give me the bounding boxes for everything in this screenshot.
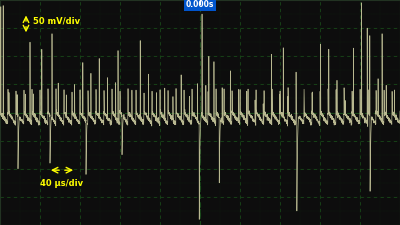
Text: 50 mV/div: 50 mV/div xyxy=(33,17,80,26)
Text: 0.000s: 0.000s xyxy=(186,0,214,9)
Text: 40 μs/div: 40 μs/div xyxy=(40,179,84,188)
